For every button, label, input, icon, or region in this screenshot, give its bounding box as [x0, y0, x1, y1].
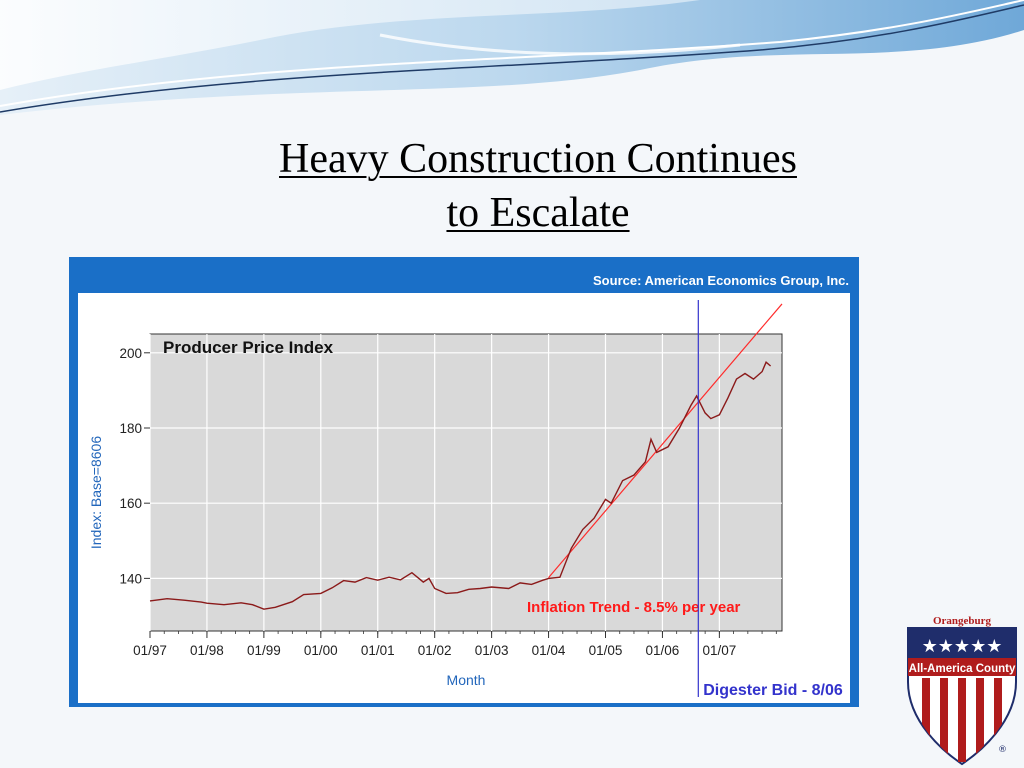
logo-main-text: All-America County [909, 663, 1016, 675]
producer-price-index-chart: Source: American Economics Group, Inc. 01… [88, 273, 849, 699]
header-wave-highlight [0, 0, 700, 90]
plot-area [149, 333, 783, 632]
slide-title-line-2: to Escalate [446, 190, 630, 236]
all-america-county-logo: Orangeburg ★★★★★ All-America County ® [907, 615, 1017, 766]
y-tick-label: 160 [119, 496, 142, 511]
inflation-trend-label: Inflation Trend - 8.5% per year [527, 599, 741, 616]
y-tick-label: 140 [119, 571, 142, 586]
x-tick-label: 01/06 [646, 643, 680, 658]
logo-top-text: Orangeburg [933, 615, 992, 627]
x-tick-label: 01/01 [361, 643, 395, 658]
x-tick-label: 01/04 [532, 643, 566, 658]
x-axis-label: Month [447, 672, 486, 688]
ppi-series-line [149, 361, 772, 610]
y-axis-label: Index: Base=8606 [88, 436, 104, 549]
x-tick-label: 01/98 [190, 643, 224, 658]
slide-title-line-1: Heavy Construction Continues [279, 136, 797, 182]
digester-bid-label: Digester Bid - 8/06 [703, 682, 843, 699]
chart-source: Source: American Economics Group, Inc. [593, 273, 849, 288]
x-tick-label: 01/02 [418, 643, 452, 658]
x-tick-label: 01/03 [475, 643, 509, 658]
x-tick-label: 01/00 [304, 643, 338, 658]
inflation-trend-line [548, 303, 783, 579]
chart-title: Producer Price Index [163, 338, 334, 357]
x-tick-label: 01/97 [133, 643, 167, 658]
x-tick-label: 01/07 [702, 643, 736, 658]
slide-title: Heavy Construction Continues to Escalate [150, 132, 926, 240]
chart-frame: Source: American Economics Group, Inc. 01… [69, 257, 859, 707]
y-tick-label: 200 [119, 346, 142, 361]
x-tick-label: 01/05 [589, 643, 623, 658]
svg-text:★★★★★: ★★★★★ [922, 636, 1003, 657]
logo-registered-mark: ® [998, 745, 1007, 755]
x-tick-label: 01/99 [247, 643, 281, 658]
y-tick-label: 180 [119, 421, 142, 436]
